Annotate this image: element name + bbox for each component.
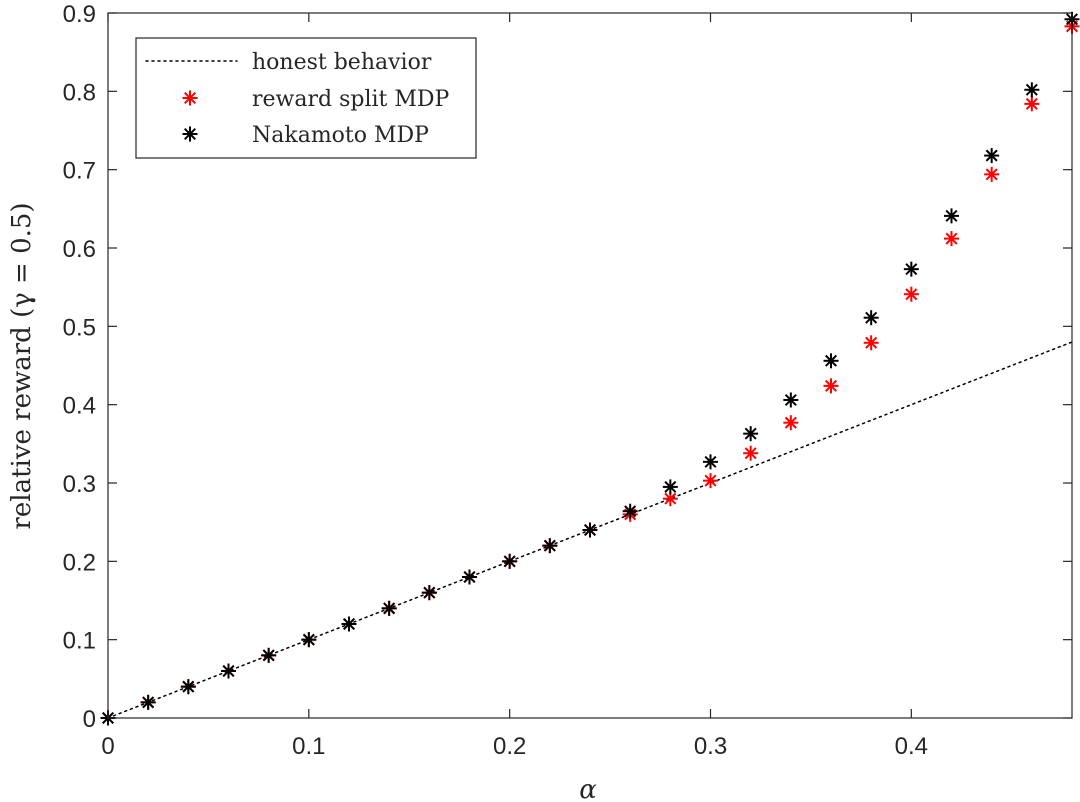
data-point (703, 473, 718, 489)
x-tick-label: 0.2 (493, 733, 526, 760)
data-point (381, 600, 397, 616)
data-point (743, 445, 759, 461)
data-point (944, 208, 959, 224)
data-point (984, 166, 1000, 182)
y-tick-label: 0.8 (63, 79, 96, 106)
data-point (1024, 96, 1040, 112)
legend-label: Nakamoto MDP (252, 123, 429, 148)
y-tick-label: 0.6 (63, 236, 96, 263)
y-tick-label: 0.7 (63, 158, 96, 185)
legend-item: Nakamoto MDP (182, 123, 429, 148)
y-tick-label: 0 (83, 706, 96, 733)
data-point (341, 616, 357, 632)
data-point (944, 231, 959, 247)
data-point (582, 522, 598, 538)
y-tick-label: 0.4 (63, 393, 96, 420)
data-point (502, 553, 518, 569)
plot-area (100, 11, 1080, 726)
x-tick-label: 0.3 (694, 733, 727, 760)
legend-item: honest behavior (145, 50, 432, 75)
legend: honest behavior reward split MDP Nakamoto … (135, 37, 477, 159)
data-point (903, 261, 919, 277)
data-point (221, 663, 236, 679)
data-point (140, 694, 156, 710)
data-point (662, 479, 678, 495)
legend-label: honest behavior (252, 50, 432, 75)
legend-label: reward split MDP (252, 87, 450, 112)
x-tick-label: 0.1 (292, 733, 325, 760)
data-point (783, 415, 799, 431)
data-point (703, 454, 718, 470)
data-point (823, 378, 839, 394)
y-axis-label: relative reward (γ = 0.5) (7, 202, 37, 529)
x-tick-label: 0.4 (895, 733, 928, 760)
legend-marker-swatch (182, 126, 198, 142)
y-tick-label: 0.1 (63, 628, 96, 655)
legend-marker-swatch (182, 90, 198, 106)
data-point (863, 335, 879, 351)
data-point (863, 310, 879, 326)
y-tick-label: 0.5 (63, 314, 96, 341)
legend-item: reward split MDP (182, 87, 450, 112)
y-tick-label: 0.9 (63, 1, 96, 28)
data-point (261, 647, 277, 663)
data-point (301, 632, 317, 648)
data-point (1024, 82, 1040, 98)
data-point (542, 538, 558, 554)
data-point (783, 392, 799, 408)
x-tick-label: 0 (101, 733, 114, 760)
data-point (180, 679, 196, 695)
data-point (984, 148, 1000, 164)
axes-box (107, 12, 1073, 719)
data-point (421, 585, 437, 601)
x-axis-label: α (579, 775, 597, 802)
data-point (622, 503, 638, 519)
data-point (743, 426, 759, 442)
data-point (823, 353, 839, 369)
y-tick-label: 0.2 (63, 549, 96, 576)
data-point (903, 286, 919, 302)
y-tick-label: 0.3 (63, 471, 96, 498)
data-point (462, 569, 477, 585)
axes: 0 0.1 0.2 0.3 0.4 0 0.1 0.2 0.3 0.4 0.5 0.6 0.7 0.8 0.… (63, 1, 1073, 760)
